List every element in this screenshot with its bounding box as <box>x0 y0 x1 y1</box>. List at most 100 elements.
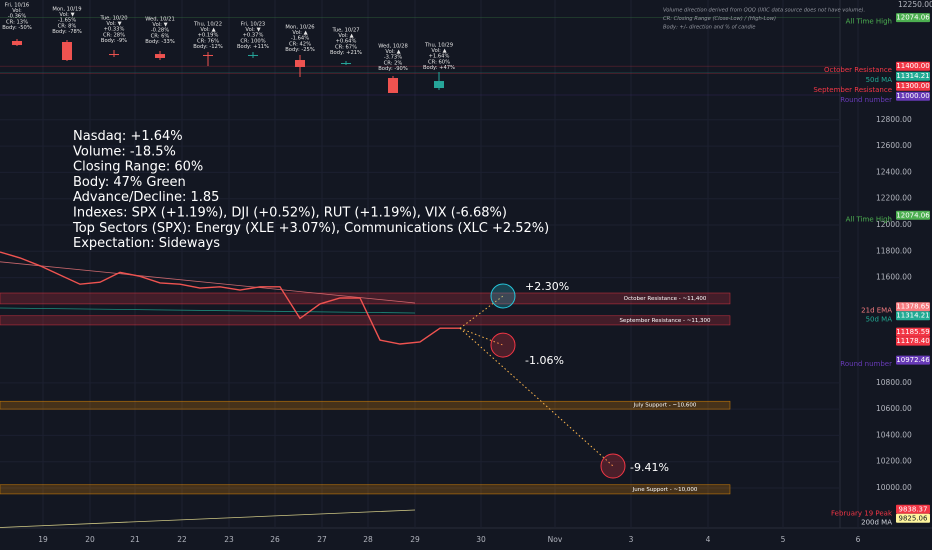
note: Body: +/- direction and % of candle <box>663 25 755 31</box>
day-stat: CR: 67% <box>335 44 357 50</box>
level-band <box>0 315 731 326</box>
price-tag <box>896 81 930 91</box>
price-tag-label: 11378.65 <box>896 303 929 311</box>
day-stat: CR: 8% <box>58 23 77 29</box>
ma-line <box>0 509 416 528</box>
price-tag <box>896 91 930 101</box>
x-tick-label: Nov <box>548 535 563 544</box>
y-tick-label: 12800.00 <box>876 115 912 124</box>
y-tick-label: 10200.00 <box>876 457 912 466</box>
day-stat: +0.19% <box>198 33 219 39</box>
x-tick-label: 23 <box>224 535 234 544</box>
price-tag <box>896 311 930 321</box>
summary-line: Nasdaq: +1.64% <box>73 129 183 144</box>
projection-line <box>459 295 504 329</box>
projection-label: -9.41% <box>630 461 669 474</box>
summary-line: Closing Range: 60% <box>73 160 203 175</box>
candle-body <box>341 63 351 65</box>
day-stat: Vol: ▲ <box>338 33 353 39</box>
x-tick-label: 3 <box>629 535 634 544</box>
day-stat: Body: -12% <box>193 44 223 50</box>
price-tag <box>896 71 930 81</box>
day-stat: Thu, 10/29 <box>424 43 453 49</box>
day-stat: CR: 6% <box>151 33 170 39</box>
x-tick-label: 22 <box>177 535 187 544</box>
day-stat: Vol: ▼ <box>245 27 260 33</box>
tag-note: September Resistance <box>813 86 892 94</box>
candle-body <box>203 54 213 56</box>
day-stat: Tue, 10/27 <box>331 28 359 34</box>
day-stat: -3.73% <box>384 55 402 61</box>
x-tick-label: 21 <box>130 535 140 544</box>
band-label: June Support - ~10,000 <box>632 487 698 493</box>
day-stat: Tue, 10/20 <box>99 16 127 22</box>
day-stat: Vol: ▲ <box>200 27 215 33</box>
candle-body <box>295 60 305 67</box>
band-label: July Support - ~10,600 <box>633 403 697 409</box>
projection-label: +2.30% <box>525 280 569 293</box>
day-stat: Mon, 10/26 <box>285 25 314 31</box>
day-stat: Body: -78% <box>52 29 82 35</box>
y-tick-label: 12600.00 <box>876 141 912 150</box>
price-tag <box>896 302 930 312</box>
day-stat: Vol: ▼ <box>59 12 74 18</box>
projection-target <box>600 453 626 479</box>
tag-note: All Time High <box>846 18 892 26</box>
ma-line <box>0 307 416 314</box>
summary-line: Advance/Decline: 1.85 <box>73 190 219 205</box>
day-stat: Vol: <box>12 8 22 14</box>
x-tick-label: 28 <box>363 535 373 544</box>
day-stat: CR: 42% <box>289 41 311 47</box>
price-tag <box>896 13 930 23</box>
x-tick-label: 5 <box>781 535 786 544</box>
day-stat: -1.65% <box>58 18 76 24</box>
price-tag <box>896 61 930 71</box>
projection-target <box>490 283 516 309</box>
day-stat: Thu, 10/22 <box>193 22 222 28</box>
day-stat: Mon, 10/19 <box>52 7 81 13</box>
x-tick-label: 26 <box>270 535 280 544</box>
summary-line: Top Sectors (SPX): Energy (XLE +3.07%), … <box>72 221 549 236</box>
x-tick-label: 27 <box>317 535 327 544</box>
day-stat: Body: -25% <box>285 47 315 53</box>
day-stat: Body: -90% <box>378 66 408 72</box>
band-label: September Resistance - ~11,300 <box>619 318 711 324</box>
day-stat: Wed, 10/21 <box>145 17 175 23</box>
tag-note: 200d MA <box>861 518 892 526</box>
projection-target <box>490 332 516 358</box>
price-tag-label: 10972.46 <box>896 356 930 364</box>
summary-line: Volume: -18.5% <box>73 144 176 159</box>
price-tag <box>896 504 930 514</box>
tag-note: 21d EMA <box>861 307 892 315</box>
x-tick-label: 20 <box>85 535 95 544</box>
tag-note: 50d MA <box>866 76 893 84</box>
day-stat: Vol: ▼ <box>152 22 167 28</box>
day-stat: CR: 13% <box>6 19 28 25</box>
price-tag-label: 9838.37 <box>899 505 928 513</box>
day-stat: Body: -50% <box>2 25 32 31</box>
price-tag-label: 11000.00 <box>896 92 929 100</box>
tag-note: February 19 Peak <box>831 509 893 517</box>
day-stat: +1.64% <box>429 54 450 60</box>
level-band <box>0 484 731 495</box>
day-stat: Body: +11% <box>237 44 269 50</box>
day-stat: Body: -33% <box>145 39 175 45</box>
day-stat: Wed, 10/28 <box>378 44 408 50</box>
y-tick-label: 12000.00 <box>876 220 912 229</box>
y-tick-label: 10800.00 <box>876 378 912 387</box>
day-stat: CR: 100% <box>240 38 265 44</box>
price-tag-label: 11300.00 <box>896 82 929 90</box>
y-tick-label: 10600.00 <box>876 404 912 413</box>
price-tag-label: 11178.40 <box>896 337 929 345</box>
candle-body <box>248 54 258 56</box>
summary-line: Expectation: Sideways <box>73 236 220 251</box>
day-stat: -0.36% <box>8 14 26 20</box>
ma-line <box>0 261 416 304</box>
level-band <box>0 400 731 410</box>
day-stat: Body: +47% <box>423 65 455 71</box>
projection-label: -1.06% <box>525 354 564 367</box>
mini-tick-label: 12250.00 <box>898 0 932 9</box>
x-tick-label: 30 <box>476 535 486 544</box>
